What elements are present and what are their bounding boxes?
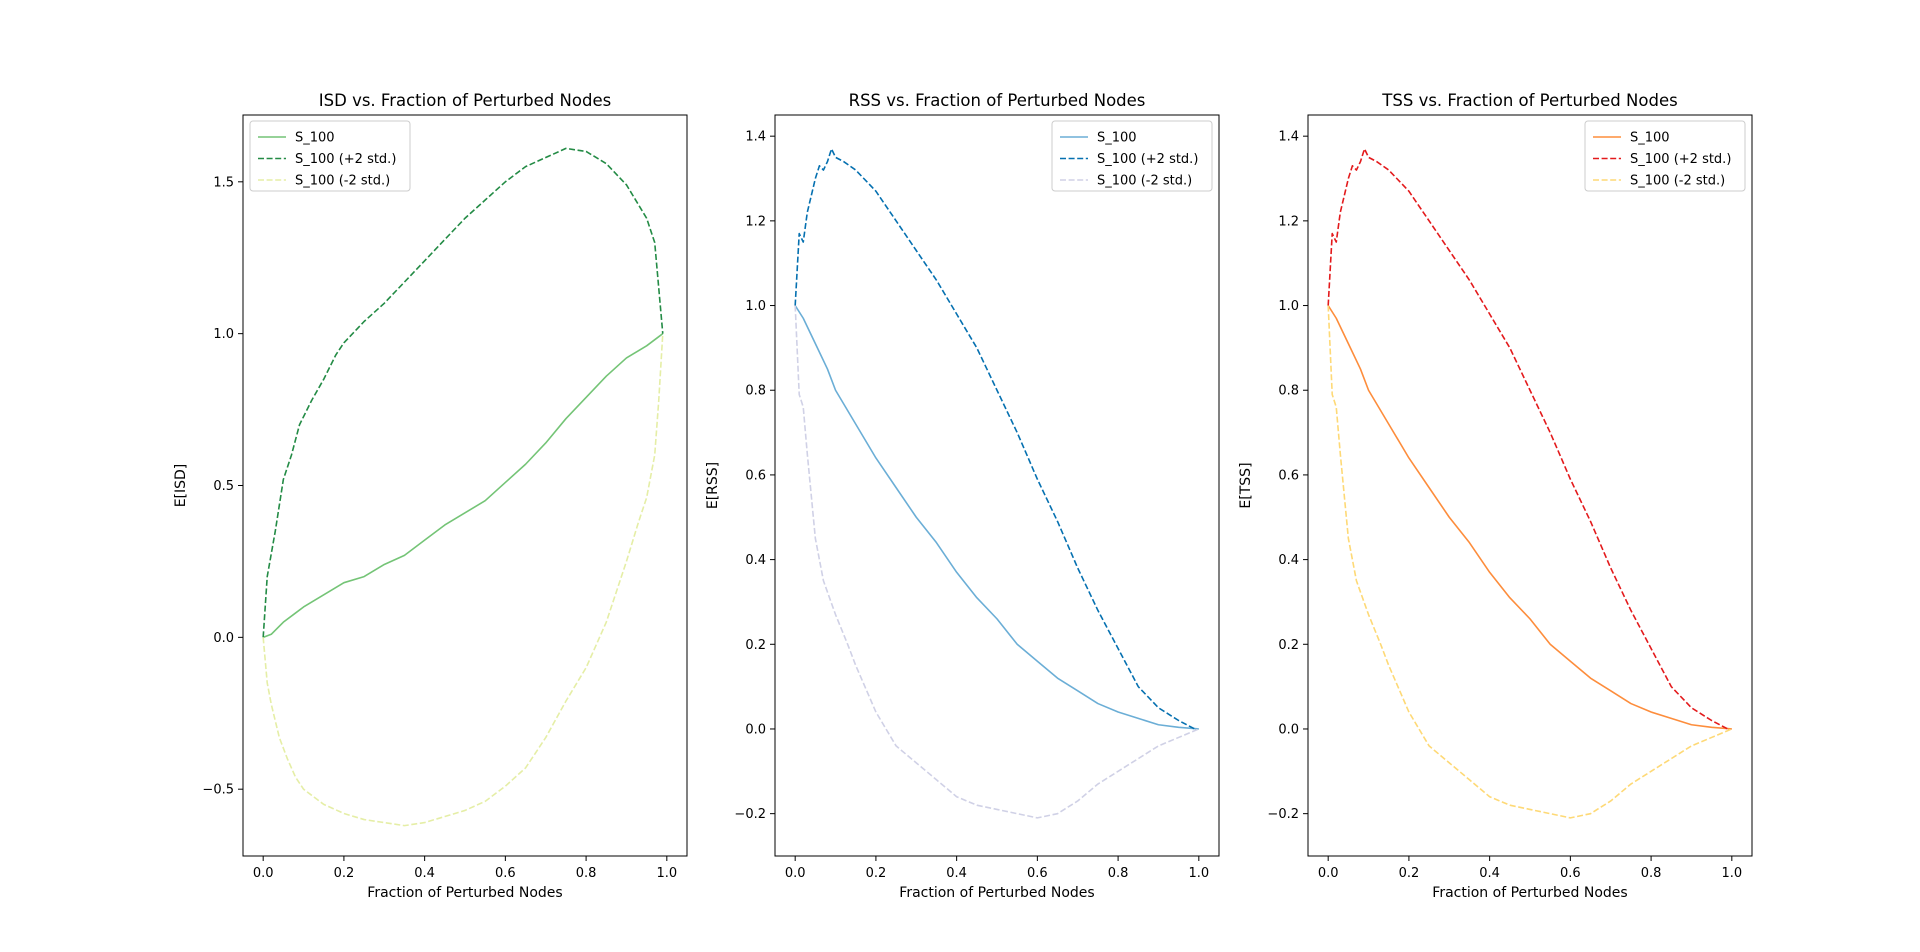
subplot-3: 0.0 0.2 0.4 0.6 0.8 1.0 −0.2 0.0 0.2 0.4 0.6 0.8 1.0… — [1238, 91, 1753, 901]
y-tick-label: 1.0 — [213, 327, 234, 342]
x-tick-label: 0.6 — [1027, 866, 1048, 881]
x-tick-label: 0.0 — [785, 866, 806, 881]
y-tick-label: 1.4 — [1278, 130, 1299, 145]
legend-label: S_100 (+2 std.) — [1630, 152, 1731, 167]
x-tick-label: 0.6 — [1560, 866, 1581, 881]
y-tick-label: 1.2 — [1278, 214, 1299, 229]
x-tick-label: 0.0 — [1318, 866, 1339, 881]
x-tick-label: 0.6 — [495, 866, 516, 881]
x-tick-label: 0.8 — [576, 866, 597, 881]
legend-box — [1584, 120, 1746, 192]
chart-title: ISD vs. Fraction of Perturbed Nodes — [319, 91, 611, 110]
x-tick-label: 0.0 — [253, 866, 274, 881]
x-axis-label: Fraction of Perturbed Nodes — [899, 885, 1094, 901]
x-tick-label: 0.4 — [946, 866, 967, 881]
y-tick-label: −0.2 — [734, 807, 766, 822]
y-tick-label: 0.2 — [745, 638, 766, 653]
y-tick-label: 0.8 — [745, 384, 766, 399]
x-axis-label: Fraction of Perturbed Nodes — [1432, 885, 1627, 901]
y-tick-label: 0.8 — [1278, 384, 1299, 399]
x-tick-label: 0.8 — [1108, 866, 1129, 881]
x-tick-label: 0.2 — [334, 866, 355, 881]
y-tick-label: 0.5 — [213, 479, 234, 494]
x-tick-label: 1.0 — [1188, 866, 1209, 881]
legend-label: S_100 (-2 std.) — [295, 174, 390, 189]
legend-box — [249, 120, 411, 192]
y-axis-label: E[TSS] — [1238, 462, 1254, 508]
y-tick-label: 0.6 — [745, 468, 766, 483]
chart-title: RSS vs. Fraction of Perturbed Nodes — [849, 91, 1146, 110]
legend-box — [1051, 120, 1213, 192]
y-tick-label: −0.5 — [202, 783, 234, 798]
subplot-1: 0.0 0.2 0.4 0.6 0.8 1.0 −0.5 0.0 0.5 1.0 1.5 ISD vs… — [173, 91, 688, 901]
y-tick-label: 1.4 — [745, 130, 766, 145]
series-line-3 — [794, 305, 1200, 819]
legend-label: S_100 — [1097, 131, 1137, 146]
legend: S_100 S_100 (+2 std.) S_100 (-2 std.) — [249, 120, 411, 192]
legend: S_100 S_100 (+2 std.) S_100 (-2 std.) — [1584, 120, 1746, 192]
x-tick-label: 0.2 — [866, 866, 887, 881]
y-tick-label: 1.2 — [745, 214, 766, 229]
chart-title: TSS vs. Fraction of Perturbed Nodes — [1381, 91, 1677, 110]
y-tick-label: −0.2 — [1267, 807, 1299, 822]
axes-frame — [774, 114, 1220, 857]
y-tick-label: 0.4 — [1278, 553, 1299, 568]
y-tick-label: 0.6 — [1278, 468, 1299, 483]
series-line-2 — [262, 147, 664, 638]
legend-label: S_100 (+2 std.) — [1097, 152, 1198, 167]
series-line-2 — [794, 148, 1196, 730]
y-axis-label: E[RSS] — [705, 462, 721, 509]
legend-label: S_100 (-2 std.) — [1630, 174, 1725, 189]
legend-label: S_100 — [1630, 131, 1670, 146]
y-tick-label: 0.0 — [1278, 722, 1299, 737]
y-tick-label: 1.5 — [213, 175, 234, 190]
series-line-1 — [794, 305, 1199, 730]
legend: S_100 S_100 (+2 std.) S_100 (-2 std.) — [1051, 120, 1213, 192]
y-tick-label: 0.2 — [1278, 638, 1299, 653]
x-tick-label: 1.0 — [656, 866, 677, 881]
x-tick-label: 0.4 — [1479, 866, 1500, 881]
legend-label: S_100 (+2 std.) — [295, 152, 396, 167]
x-tick-label: 1.0 — [1721, 866, 1742, 881]
series-line-3 — [262, 333, 664, 827]
series-line-1 — [1327, 305, 1732, 730]
axes-frame — [1307, 114, 1753, 857]
y-tick-label: 0.0 — [745, 722, 766, 737]
series-line-1 — [262, 333, 664, 639]
x-tick-label: 0.8 — [1641, 866, 1662, 881]
y-tick-label: 1.0 — [745, 299, 766, 314]
x-axis-label: Fraction of Perturbed Nodes — [367, 885, 562, 901]
y-tick-label: 1.0 — [1278, 299, 1299, 314]
subplot-2: 0.0 0.2 0.4 0.6 0.8 1.0 −0.2 0.0 0.2 0.4 0.6 0.8 1.0… — [705, 91, 1220, 901]
y-tick-label: 0.4 — [745, 553, 766, 568]
x-tick-label: 0.4 — [414, 866, 435, 881]
axes-frame — [242, 114, 688, 857]
legend-label: S_100 (-2 std.) — [1097, 174, 1192, 189]
series-line-3 — [1327, 305, 1733, 819]
y-axis-label: E[ISD] — [173, 464, 189, 508]
legend-label: S_100 — [295, 131, 335, 146]
y-tick-label: 0.0 — [213, 631, 234, 646]
series-line-2 — [1327, 148, 1729, 730]
x-tick-label: 0.2 — [1399, 866, 1420, 881]
